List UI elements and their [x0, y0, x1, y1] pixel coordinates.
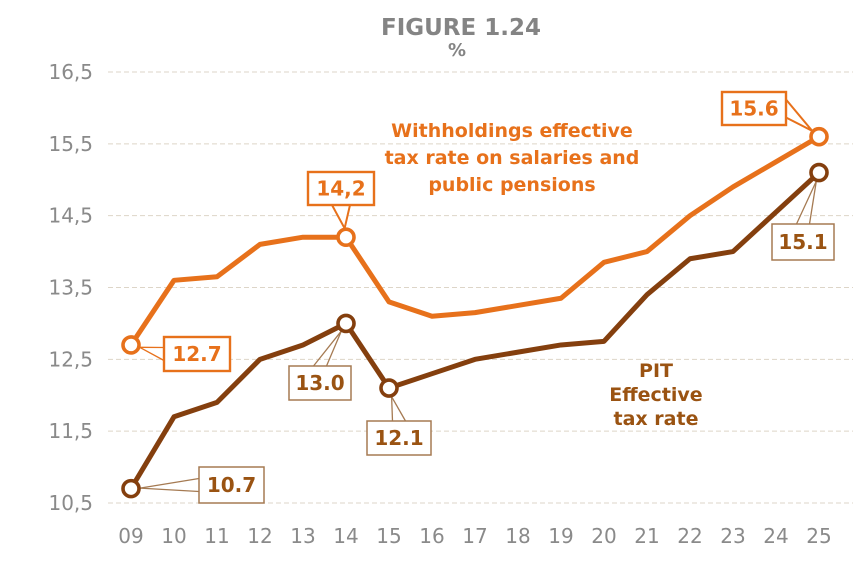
series-label-line: Withholdings effective — [391, 120, 633, 142]
y-tick-label: 14,5 — [48, 204, 93, 228]
callout-pointer-triangle — [785, 98, 814, 132]
x-tick-label: 16 — [419, 524, 444, 548]
data-callouts: 12.7 14,2 15.6 10.7 13.0 12.1 15.1 — [139, 90, 835, 504]
y-tick-label: 16,5 — [48, 60, 93, 84]
x-tick-label: 09 — [118, 524, 143, 548]
y-tick-label: 10,5 — [48, 491, 93, 515]
callout-leader-line — [808, 181, 817, 225]
series-label-line: Effective — [609, 384, 702, 406]
callout-value-label: 12.7 — [172, 342, 221, 366]
callout-leader-line — [391, 396, 407, 422]
data-point-markers — [121, 126, 829, 499]
callout-leader-line — [139, 346, 165, 362]
callout-pointer-triangle — [331, 204, 351, 230]
x-tick-label: 18 — [505, 524, 530, 548]
callout-leader-line — [139, 487, 200, 493]
callout-value-label: 13.0 — [295, 371, 344, 395]
y-tick-label: 15,5 — [48, 132, 93, 156]
x-tick-label: 10 — [161, 524, 186, 548]
figure-unit-label: % — [448, 40, 466, 61]
data-point-marker — [336, 227, 356, 248]
x-tick-label: 17 — [462, 524, 487, 548]
callout-box — [306, 170, 376, 207]
pit-series-line — [128, 170, 822, 492]
data-point-marker — [121, 478, 141, 499]
y-tick-label: 13,5 — [48, 275, 93, 299]
y-tick-label: 12,5 — [48, 347, 93, 371]
callout-box — [720, 90, 788, 127]
withholdings-series-line — [128, 134, 822, 348]
callout-value-label: 10.7 — [207, 473, 256, 497]
x-tick-label: 20 — [591, 524, 616, 548]
x-tick-label: 23 — [720, 524, 745, 548]
data-point-marker — [336, 313, 356, 334]
callout-leader-line — [390, 396, 394, 422]
x-tick-label: 25 — [806, 524, 831, 548]
callout-box — [366, 420, 432, 456]
x-tick-label: 14 — [333, 524, 358, 548]
x-tick-label: 12 — [247, 524, 272, 548]
x-tick-label: 11 — [204, 524, 229, 548]
x-tick-label: 21 — [634, 524, 659, 548]
figure-title: FIGURE 1.24 — [381, 15, 541, 41]
data-point-marker — [121, 335, 141, 355]
series-label-line: public pensions — [428, 174, 595, 196]
data-point-marker — [809, 162, 829, 183]
x-tick-label: 13 — [290, 524, 315, 548]
series-label-line: PIT — [639, 360, 673, 382]
y-tick-label: 11,5 — [48, 419, 93, 443]
withholdings-series-label: Withholdings effective tax rate on salari… — [385, 120, 640, 196]
callout-value-label: 12.1 — [374, 426, 423, 450]
data-point-marker — [809, 126, 829, 147]
callout-box — [162, 335, 232, 373]
callout-leader-line — [795, 180, 817, 225]
callout-leader-line — [312, 330, 342, 367]
callout-leader-line — [139, 477, 200, 489]
callout-value-label: 15.6 — [729, 97, 778, 121]
x-tick-label: 15 — [376, 524, 401, 548]
callout-box — [288, 365, 352, 401]
callout-value-label: 14,2 — [316, 177, 365, 201]
x-tick-label: 19 — [548, 524, 573, 548]
callout-box — [198, 466, 265, 504]
data-point-marker — [379, 378, 399, 398]
plot-area: 16,5 15,5 14,5 13,5 12,5 11,5 10,5 09 10 11 12 13 14… — [48, 60, 853, 548]
callout-box — [771, 223, 835, 261]
callout-leader-line — [325, 330, 342, 367]
series-label-line: tax rate on salaries and — [385, 147, 640, 169]
x-tick-label: 24 — [763, 524, 788, 548]
callout-value-label: 15.1 — [778, 230, 827, 254]
series-label-line: tax rate — [614, 408, 699, 430]
x-axis-tick-labels: 09 10 11 12 13 14 15 16 17 18 19 20 21 22 23 24 25 — [118, 524, 831, 548]
y-axis-tick-labels: 16,5 15,5 14,5 13,5 12,5 11,5 10,5 — [48, 60, 93, 515]
x-tick-label: 22 — [677, 524, 702, 548]
